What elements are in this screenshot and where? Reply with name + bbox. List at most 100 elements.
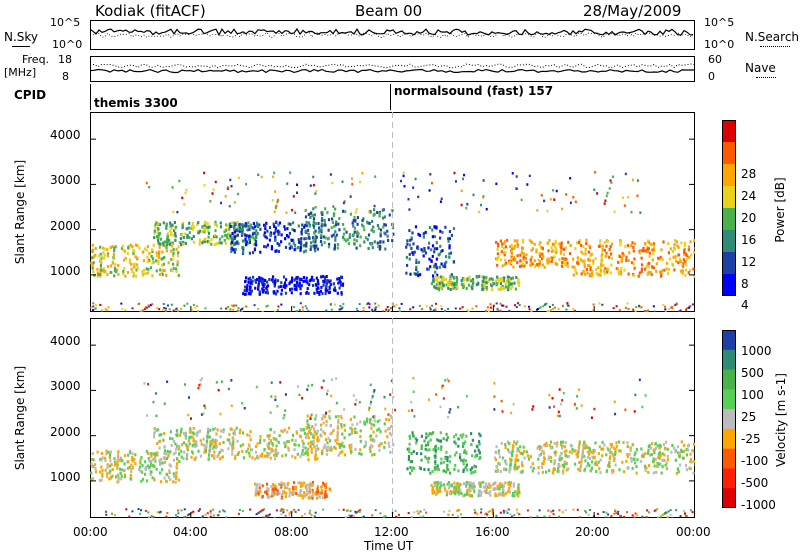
velocity-speckle (237, 512, 240, 515)
velocity-echo-band-1 (294, 456, 297, 460)
velocity-echo-band-5 (442, 483, 445, 487)
velocity-echo-band-6 (626, 453, 629, 457)
velocity-echo-band-6 (537, 466, 540, 470)
velocity-echo-band-0 (175, 466, 178, 470)
power-speckle (368, 303, 371, 306)
power-echo-band-0 (177, 245, 180, 249)
velocity-echo-band-6 (655, 470, 658, 474)
velocity-speckle (198, 508, 201, 511)
velocity-speckle (417, 512, 420, 515)
power-echo-band-8 (582, 259, 585, 263)
power-echo-band-1 (216, 224, 219, 228)
power-echo-band-4 (384, 223, 387, 227)
velocity-echo-band-0 (91, 452, 94, 456)
power-echo-band-7 (548, 260, 551, 264)
power-echo-band-7 (530, 255, 533, 259)
velocity-echo-band-0 (117, 450, 120, 454)
power-echo-band-5 (415, 272, 418, 276)
power-ytick-1000: 1000 (50, 264, 81, 278)
power-echo-band-8 (599, 242, 602, 246)
power-echo-band-7 (500, 250, 503, 254)
velocity-echo-band-6 (545, 441, 548, 445)
velocity-speckle (589, 508, 592, 511)
velocity-echo-band-3 (349, 426, 352, 430)
velocity-speckle (529, 516, 532, 518)
velocity-echo-band-0 (119, 456, 122, 460)
velocity-echo-band-1 (266, 453, 269, 457)
power-sparse-echo (412, 186, 415, 189)
power-echo-band-0 (156, 254, 159, 258)
power-echo-band-2 (283, 225, 286, 229)
power-sparse-echo (400, 179, 403, 183)
power-echo-band-3 (329, 283, 332, 287)
power-echo-band-0 (102, 251, 105, 255)
velocity-echo-band-6 (514, 457, 517, 461)
power-echo-band-3 (308, 283, 311, 287)
power-echo-band-7 (520, 264, 523, 268)
power-echo-band-4 (366, 237, 369, 241)
velocity-speckle (280, 513, 283, 516)
velocity-echo-band-4 (462, 462, 465, 466)
power-echo-band-1 (249, 225, 252, 229)
power-echo-band-7 (516, 254, 519, 258)
power-echo-band-3 (283, 281, 287, 285)
velocity-echo-band-0 (103, 456, 107, 460)
velocity-echo-band-1 (314, 456, 317, 460)
velocity-echo-band-6 (653, 451, 656, 455)
power-echo-band-8 (673, 247, 677, 251)
velocity-echo-band-2 (265, 482, 269, 486)
velocity-echo-band-4 (442, 469, 446, 473)
velocity-echo-band-1 (169, 436, 172, 440)
power-echo-band-2 (303, 237, 306, 241)
power-speckle (92, 309, 95, 312)
power-echo-band-4 (321, 213, 324, 216)
power-sparse-echo (636, 194, 639, 198)
power-echo-band-8 (624, 245, 627, 249)
power-echo-band-0 (106, 254, 109, 258)
velocity-echo-band-3 (389, 450, 392, 454)
power-echo-band-3 (337, 281, 340, 285)
velocity-speckle (180, 509, 183, 512)
power-echo-band-1 (249, 223, 252, 227)
velocity-echo-band-1 (214, 443, 217, 447)
power-echo-band-3 (311, 275, 314, 279)
power-echo-band-0 (145, 248, 148, 252)
velocity-echo-band-0 (109, 450, 112, 454)
velocity-echo-band-5 (470, 481, 473, 485)
velocity-echo-band-4 (457, 469, 460, 473)
power-echo-band-2 (259, 227, 262, 231)
velocity-echo-band-0 (178, 460, 181, 463)
velocity-speckle (297, 509, 300, 512)
velocity-echo-band-1 (219, 457, 222, 461)
power-echo-band-0 (133, 249, 136, 253)
power-speckle (177, 309, 180, 312)
velocity-echo-band-6 (541, 449, 544, 453)
power-echo-band-5 (416, 270, 419, 274)
velocity-speckle (413, 511, 416, 514)
power-cbar-swatch-3 (722, 186, 736, 209)
velocity-echo-band-2 (284, 486, 287, 490)
power-echo-band-1 (182, 240, 185, 244)
power-echo-band-8 (642, 246, 645, 250)
velocity-echo-band-0 (100, 465, 103, 469)
velocity-echo-band-1 (193, 457, 197, 461)
power-echo-band-1 (188, 231, 191, 235)
power-echo-band-8 (582, 270, 585, 274)
velocity-echo-band-6 (658, 446, 661, 450)
velocity-echo-band-6 (622, 470, 626, 474)
power-echo-band-8 (633, 242, 637, 246)
velocity-echo-band-0 (146, 464, 149, 468)
velocity-speckle (201, 515, 204, 518)
power-echo-band-7 (548, 239, 551, 242)
power-echo-band-2 (234, 247, 237, 251)
power-echo-band-2 (265, 236, 269, 240)
power-echo-band-7 (529, 258, 532, 262)
velocity-echo-band-2 (261, 494, 264, 498)
power-echo-band-3 (289, 280, 292, 284)
velocity-echo-band-3 (334, 415, 338, 419)
power-echo-band-8 (632, 262, 635, 266)
velocity-echo-band-4 (446, 459, 449, 462)
power-echo-band-2 (280, 233, 283, 237)
power-echo-band-4 (346, 238, 349, 242)
power-sparse-echo (430, 181, 433, 185)
